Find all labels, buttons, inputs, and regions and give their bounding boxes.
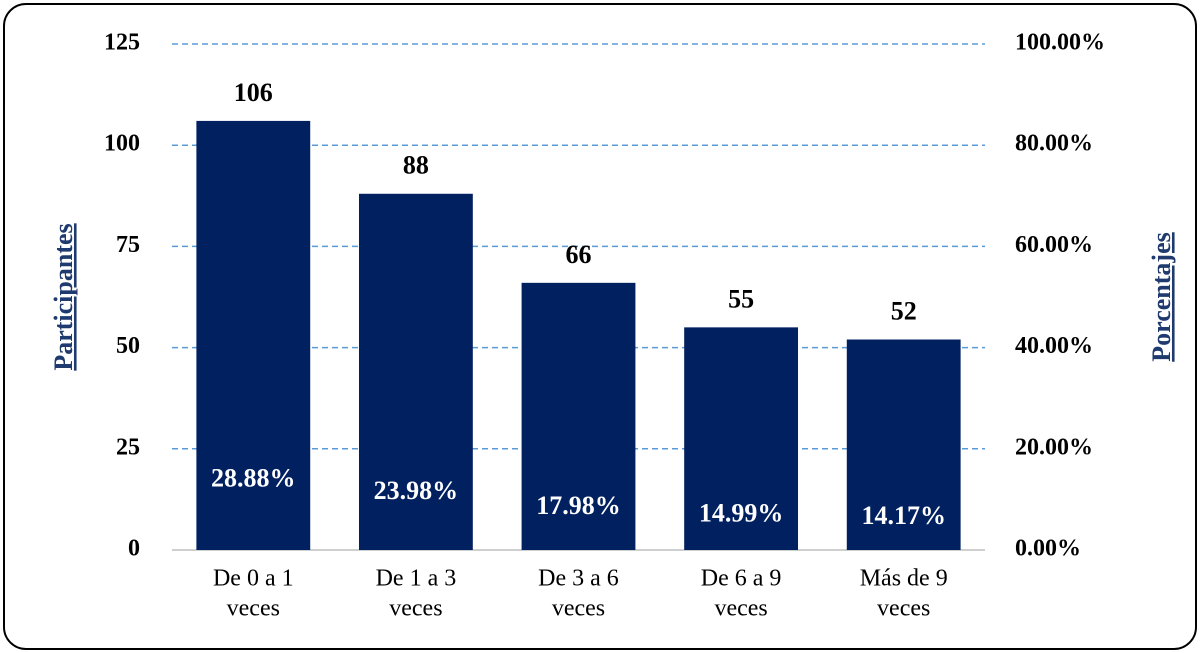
x-tick-label: veces xyxy=(389,596,442,622)
value-label: 55 xyxy=(728,284,754,313)
bar xyxy=(684,327,799,550)
value-label: 66 xyxy=(566,240,592,269)
x-tick-label: veces xyxy=(227,596,280,622)
y-tick-label: 50 xyxy=(116,333,140,359)
x-tick-label: De 1 a 3 xyxy=(376,566,457,592)
x-tick-label: De 6 a 9 xyxy=(701,566,782,592)
x-tick-label: De 3 a 6 xyxy=(538,566,619,592)
x-tick-label: veces xyxy=(877,596,930,622)
bar xyxy=(196,120,311,551)
x-tick-label: veces xyxy=(552,596,605,622)
percentage-label: 28.88% xyxy=(211,463,296,492)
y2-tick-label: 80.00% xyxy=(1015,131,1093,157)
y2-tick-label: 0.00% xyxy=(1015,536,1081,562)
percentage-label: 14.99% xyxy=(699,499,784,528)
y2-tick-label: 60.00% xyxy=(1015,232,1093,258)
y-tick-label: 75 xyxy=(116,232,140,258)
bar xyxy=(521,282,636,550)
y-axis-label: Participantes xyxy=(49,223,78,370)
y2-tick-label: 40.00% xyxy=(1015,333,1093,359)
percentage-label: 23.98% xyxy=(374,476,459,505)
y-tick-label: 25 xyxy=(116,434,140,460)
y-tick-label: 125 xyxy=(104,30,140,56)
y-tick-label: 0 xyxy=(128,536,140,562)
x-tick-label: De 0 a 1 xyxy=(213,566,294,592)
y2-axis-label: Porcentajes xyxy=(1147,232,1176,361)
x-tick-label: veces xyxy=(714,596,767,622)
bar xyxy=(846,339,961,550)
value-label: 52 xyxy=(891,296,917,325)
x-tick-label: Más de 9 xyxy=(860,566,948,592)
bar xyxy=(358,193,473,550)
value-label: 88 xyxy=(403,151,429,180)
y2-tick-label: 100.00% xyxy=(1015,30,1105,56)
y-tick-label: 100 xyxy=(104,131,140,157)
percentage-label: 17.98% xyxy=(536,491,621,520)
y2-tick-label: 20.00% xyxy=(1015,434,1093,460)
value-label: 106 xyxy=(234,78,273,107)
percentage-label: 14.17% xyxy=(861,501,946,530)
